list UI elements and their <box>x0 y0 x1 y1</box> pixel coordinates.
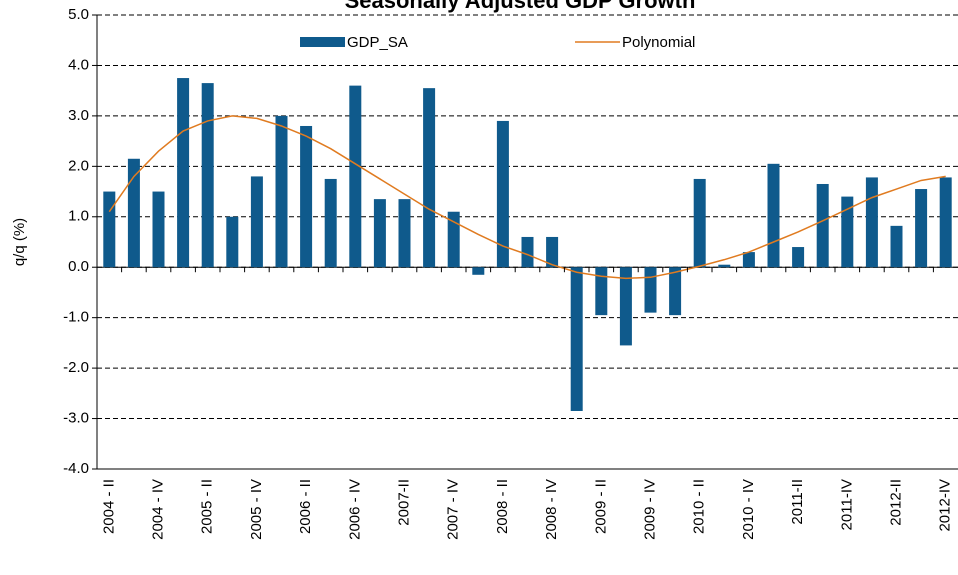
bar <box>915 189 928 268</box>
bar <box>718 264 731 268</box>
trend-line <box>108 115 946 280</box>
bar <box>349 85 362 268</box>
bar <box>669 267 682 316</box>
x-tick-label: 2004 - IV <box>149 479 166 540</box>
y-tick-label: 1.0 <box>68 208 89 225</box>
y-tick-label: 4.0 <box>68 56 89 73</box>
bar <box>619 267 632 346</box>
bar <box>127 158 140 268</box>
y-tick-label: -4.0 <box>63 460 89 477</box>
bar <box>496 120 509 268</box>
y-tick-label: 5.0 <box>68 6 89 23</box>
chart-title: Seasonally Adjusted GDP Growth <box>345 0 696 13</box>
x-tick-label: 2009 - II <box>592 479 609 534</box>
x-tick-label: 2007 - IV <box>445 479 462 540</box>
bar <box>521 236 534 268</box>
bar <box>546 236 559 268</box>
bar <box>570 267 583 411</box>
x-tick-label: 2012-IV <box>937 479 954 532</box>
x-tick-label: 2006 - IV <box>346 479 363 540</box>
y-tick-label: 0.0 <box>68 258 89 275</box>
bar <box>250 176 263 268</box>
bar <box>767 163 780 268</box>
y-axis-label: q/q (%) <box>11 218 28 266</box>
legend-swatch <box>300 37 345 47</box>
x-tick-label: 2005 - IV <box>248 479 265 540</box>
x-tick-label: 2010 - IV <box>740 479 757 540</box>
y-tick-label: -3.0 <box>63 410 89 427</box>
bar <box>939 177 952 268</box>
bar <box>742 252 755 268</box>
bar <box>201 83 214 268</box>
y-tick-label: 3.0 <box>68 107 89 124</box>
x-tick-label: 2011-IV <box>838 479 855 530</box>
bar <box>423 88 436 268</box>
x-tick-label: 2009 - IV <box>641 479 658 540</box>
bar <box>275 115 288 268</box>
x-tick-label: 2010 - II <box>691 479 708 534</box>
y-tick-label: -2.0 <box>63 359 89 376</box>
bar <box>816 183 829 268</box>
x-tick-label: 2008 - II <box>494 479 511 534</box>
bar <box>693 178 706 268</box>
x-tick-label: 2004 - II <box>100 479 117 534</box>
x-tick-label: 2007-II <box>395 479 412 526</box>
bar <box>890 225 903 268</box>
bar <box>792 247 805 268</box>
legend-label: Polynomial <box>622 34 695 51</box>
x-tick-label: 2011-II <box>789 479 806 525</box>
bar <box>300 125 313 268</box>
bar <box>177 78 190 268</box>
bar <box>152 191 165 268</box>
bar <box>841 196 854 268</box>
x-tick-label: 2012-II <box>887 479 904 526</box>
x-tick-label: 2006 - II <box>297 479 314 534</box>
bar <box>595 267 608 316</box>
bar <box>373 199 386 268</box>
x-tick-label: 2005 - II <box>199 479 216 534</box>
bar <box>226 216 239 268</box>
bar <box>324 178 337 268</box>
bar <box>447 211 460 268</box>
y-tick-label: -1.0 <box>63 309 89 326</box>
bar <box>398 199 411 268</box>
y-tick-label: 2.0 <box>68 157 89 174</box>
legend-label: GDP_SA <box>347 34 408 51</box>
bar <box>472 267 485 275</box>
bar <box>644 267 657 313</box>
bar <box>865 177 878 268</box>
x-tick-label: 2008 - IV <box>543 479 560 540</box>
bar <box>103 191 116 268</box>
